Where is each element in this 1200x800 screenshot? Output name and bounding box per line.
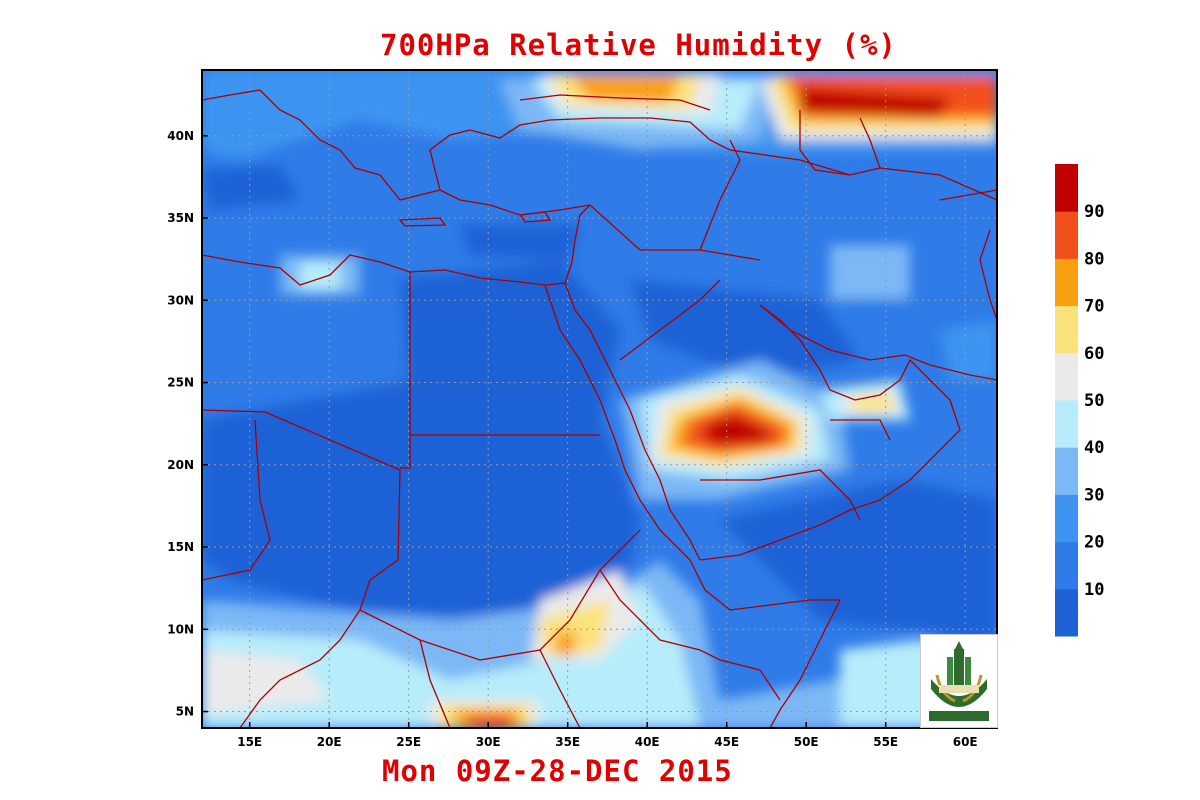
lat-tick-label: 20N xyxy=(167,458,194,472)
band-80-central xyxy=(470,715,510,728)
map-frame xyxy=(201,69,998,729)
colorbar-swatch xyxy=(1055,494,1078,543)
lat-tick-label: 40N xyxy=(167,129,194,143)
lon-tick-label: 50E xyxy=(794,735,819,749)
dry-core-iraq xyxy=(630,280,860,380)
border-saudi-jordan xyxy=(619,279,721,361)
coast-turkey-south xyxy=(439,189,591,216)
coast-greece xyxy=(259,89,441,201)
coast-blacksea xyxy=(519,94,711,111)
border-iran-north xyxy=(879,167,997,201)
lat-tick-label: 35N xyxy=(167,211,194,225)
colorbar-label: 60 xyxy=(1084,344,1104,364)
grid-lines xyxy=(202,70,997,728)
colorbar: 10 20 30 40 50 60 70 80 90 xyxy=(1055,164,1104,637)
border-niger-chad xyxy=(202,419,271,581)
lon-tick-label: 60E xyxy=(953,735,978,749)
colorbar-label: 30 xyxy=(1084,485,1104,505)
lon-tick-label: 45E xyxy=(714,735,739,749)
border-uganda xyxy=(539,649,581,728)
border-syria xyxy=(589,204,761,261)
border-turkey-iran xyxy=(729,149,851,176)
colorbar-label: 70 xyxy=(1084,297,1104,317)
coast-arabia xyxy=(699,304,961,561)
lat-tick-label: 30N xyxy=(167,293,194,307)
lat-tick-label: 5N xyxy=(176,705,194,719)
lon-tick-label: 35E xyxy=(555,735,580,749)
coast-redsea-east xyxy=(564,282,701,561)
dry-core-med xyxy=(460,225,580,260)
colorbar-swatch xyxy=(1055,588,1078,637)
border-somalia xyxy=(719,659,781,701)
band-50-westafrica xyxy=(202,650,330,715)
band-70-turkey xyxy=(570,75,680,102)
band-40-south xyxy=(202,580,700,728)
border-turkmen xyxy=(939,189,997,201)
border-iran-afghan xyxy=(979,229,997,321)
band-90-caucasus xyxy=(800,88,950,118)
valid-time: Mon 09Z-28-DEC 2015 xyxy=(382,754,733,788)
border-iraq-iran xyxy=(699,139,741,251)
coast-med-africa xyxy=(202,254,566,286)
colorbar-swatch xyxy=(1055,400,1078,448)
band-40-libya xyxy=(300,262,340,290)
colorbar-label: 50 xyxy=(1084,391,1104,411)
border-saudi-yemen xyxy=(700,469,861,521)
dry-core-indian xyxy=(720,480,997,640)
moist-east xyxy=(940,320,997,380)
boundaries xyxy=(202,89,997,728)
island-crete xyxy=(398,217,447,227)
island-cyprus xyxy=(518,211,552,223)
colorbar-label: 10 xyxy=(1084,580,1104,600)
coast-italy xyxy=(202,89,261,101)
colorbar-label: 20 xyxy=(1084,533,1104,553)
lat-tick-label: 10N xyxy=(167,622,194,636)
lon-tick-label: 30E xyxy=(476,735,501,749)
colorbar-label: 90 xyxy=(1084,202,1104,222)
logo-emblem-icon xyxy=(921,635,997,727)
dry-core-west xyxy=(202,165,300,210)
lon-tick-label: 15E xyxy=(237,735,262,749)
lon-tick-label: 20E xyxy=(317,735,342,749)
humidity-field xyxy=(202,70,997,728)
border-drc xyxy=(419,639,451,728)
colorbar-swatch xyxy=(1055,164,1078,212)
lon-tick-label: 55E xyxy=(873,735,898,749)
colorbar-swatch xyxy=(1055,258,1078,307)
colorbar-label: 80 xyxy=(1084,249,1104,269)
colorbar-swatch xyxy=(1055,541,1078,590)
colorbar-swatch xyxy=(1055,352,1078,401)
colorbar-swatch xyxy=(1055,211,1078,259)
lat-tick-label: 15N xyxy=(167,540,194,554)
coast-iran xyxy=(759,304,997,381)
border-car xyxy=(239,639,341,728)
chart-title: 700HPa Relative Humidity (%) xyxy=(380,28,897,62)
border-saudi-uae xyxy=(830,419,891,441)
border-ethiopia xyxy=(599,569,721,661)
coast-levant xyxy=(564,204,591,284)
coast-redsea-west xyxy=(544,284,706,591)
band-90-arabia xyxy=(705,415,770,445)
lon-axis: 15E 20E 25E 30E 35E 40E 45E 50E 55E 60E xyxy=(237,722,978,749)
coast-horn xyxy=(704,589,842,728)
border-libya-egypt xyxy=(400,272,411,469)
band-70-sudan xyxy=(555,630,575,655)
university-logo xyxy=(920,634,998,728)
lat-axis: 5N 10N 15N 20N 25N 30N 35N 40N xyxy=(167,129,208,719)
coast-turkey-north xyxy=(429,117,731,191)
dry-core-sahara xyxy=(202,380,640,620)
colorbar-swatch xyxy=(1055,305,1078,354)
lon-tick-label: 25E xyxy=(396,735,421,749)
moist-iran xyxy=(830,245,910,300)
lon-tick-label: 40E xyxy=(635,735,660,749)
colorbar-swatch xyxy=(1055,447,1078,495)
colorbar-label: 40 xyxy=(1084,438,1104,458)
lat-tick-label: 25N xyxy=(167,376,194,390)
